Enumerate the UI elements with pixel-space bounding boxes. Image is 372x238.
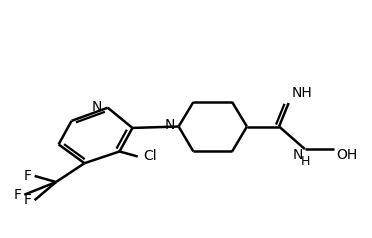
- Text: Cl: Cl: [143, 149, 157, 163]
- Text: F: F: [24, 193, 32, 207]
- Text: N: N: [92, 100, 102, 114]
- Text: H: H: [301, 155, 310, 168]
- Text: N: N: [292, 149, 303, 162]
- Text: N: N: [164, 118, 175, 132]
- Text: F: F: [24, 169, 32, 183]
- Text: NH: NH: [292, 86, 312, 100]
- Text: OH: OH: [337, 149, 358, 162]
- Text: F: F: [13, 188, 21, 202]
